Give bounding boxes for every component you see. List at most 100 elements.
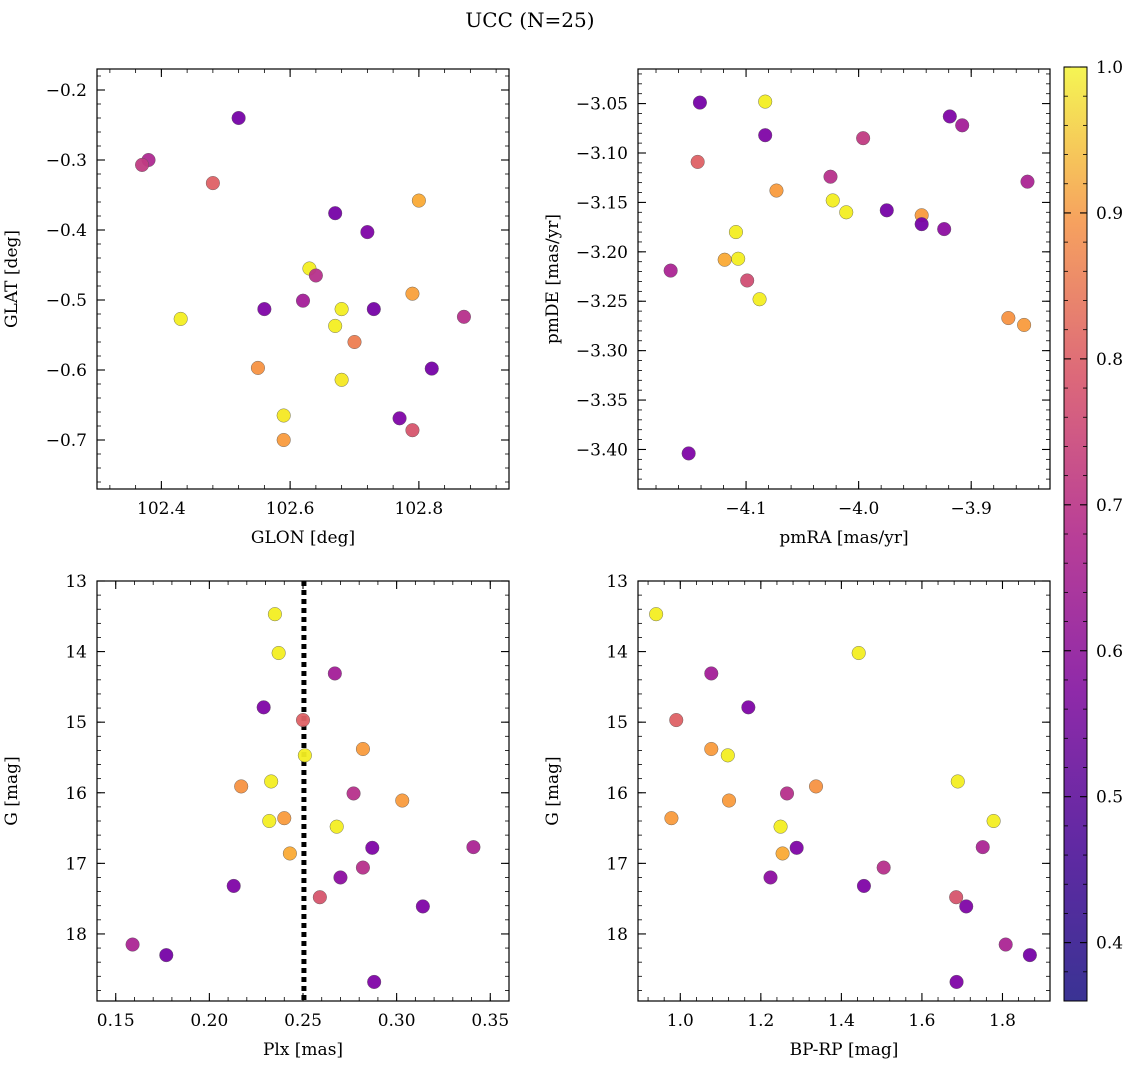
data-point xyxy=(405,286,420,301)
data-point xyxy=(264,774,279,789)
data-point xyxy=(1001,311,1016,326)
data-point xyxy=(763,870,778,885)
data-point xyxy=(125,937,140,952)
data-point xyxy=(226,878,241,893)
data-point xyxy=(664,811,679,826)
data-point xyxy=(809,779,824,794)
y-tick-label: 16 xyxy=(65,784,87,804)
data-point xyxy=(856,878,871,893)
y-tick-label: −3.40 xyxy=(576,440,628,460)
data-point xyxy=(722,793,737,808)
colorbar-tick-label: 1.0 xyxy=(1096,58,1123,78)
data-point xyxy=(839,205,854,220)
data-point xyxy=(998,937,1013,952)
data-point xyxy=(262,814,277,829)
data-point xyxy=(256,700,271,715)
y-tick-label: −0.3 xyxy=(46,151,87,171)
y-tick-label: 18 xyxy=(606,925,628,945)
data-point xyxy=(267,607,282,622)
data-point xyxy=(949,890,964,905)
data-point xyxy=(942,109,957,124)
x-tick-label: 1.0 xyxy=(667,1011,694,1031)
data-point xyxy=(135,157,150,172)
data-point xyxy=(271,646,286,661)
y-axis-label: G [mag] xyxy=(543,756,563,825)
y-tick-label: 16 xyxy=(606,784,628,804)
data-point xyxy=(741,700,756,715)
x-tick-label: 102.8 xyxy=(395,499,444,519)
data-point xyxy=(360,225,375,240)
x-axis-label: pmRA [mas/yr] xyxy=(779,528,908,548)
data-point xyxy=(329,819,344,834)
y-tick-label: −0.5 xyxy=(46,291,87,311)
x-tick-label: 0.20 xyxy=(190,1011,228,1031)
y-tick-label: −3.35 xyxy=(576,391,628,411)
panel-pmra-pmde: −4.1 −4.0 −3.9 −3.40 −3.35 −3.30 −3.25 −3.20 −3.… xyxy=(543,68,1051,548)
y-axis-label: pmDE [mas/yr] xyxy=(543,214,563,344)
data-point xyxy=(346,786,361,801)
data-point xyxy=(296,293,311,308)
data-point xyxy=(297,748,312,763)
y-tick-label: 17 xyxy=(65,854,87,874)
y-tick-label: −3.25 xyxy=(576,292,628,312)
y-tick-label: 14 xyxy=(65,643,87,663)
data-point xyxy=(986,814,1001,829)
y-tick-label: −3.10 xyxy=(576,144,628,164)
data-point xyxy=(308,268,323,283)
data-point xyxy=(250,360,265,375)
y-tick-label: 13 xyxy=(606,572,628,592)
x-tick-label: 0.25 xyxy=(284,1011,322,1031)
data-point xyxy=(728,225,743,240)
x-tick-label: −3.9 xyxy=(951,499,992,519)
data-point xyxy=(405,423,420,438)
x-tick-label: 0.35 xyxy=(471,1011,509,1031)
data-point xyxy=(663,263,678,278)
data-point xyxy=(690,154,705,169)
data-point xyxy=(914,217,929,232)
x-axis-label: BP-RP [mag] xyxy=(790,1040,899,1060)
y-tick-label: 14 xyxy=(606,643,628,663)
data-point xyxy=(851,646,866,661)
data-point xyxy=(825,193,840,208)
plot-frame xyxy=(637,580,1051,1002)
data-point xyxy=(856,131,871,146)
data-point xyxy=(740,273,755,288)
y-tick-label: 13 xyxy=(65,572,87,592)
y-tick-label: −3.20 xyxy=(576,243,628,263)
data-point xyxy=(1017,317,1032,332)
x-axis-label: Plx [mas] xyxy=(263,1040,343,1060)
panel-bprp-g: 1.0 1.2 1.4 1.6 1.8 13 14 15 16 17 18 BP-RP [mag] G … xyxy=(543,572,1051,1060)
data-point xyxy=(333,870,348,885)
x-tick-label: −4.0 xyxy=(838,499,879,519)
data-point xyxy=(334,302,349,317)
data-point xyxy=(879,203,894,218)
data-point xyxy=(823,169,838,184)
y-tick-label: −3.15 xyxy=(576,193,628,213)
data-point xyxy=(347,335,362,350)
x-tick-label: 0.30 xyxy=(378,1011,416,1031)
data-point xyxy=(365,840,380,855)
y-tick-label: −0.2 xyxy=(46,81,87,101)
data-point xyxy=(758,128,773,143)
data-point xyxy=(355,742,370,757)
y-tick-label: −3.05 xyxy=(576,95,628,115)
panel-plx-g: 0.15 0.20 0.25 0.30 0.35 13 14 15 16 17 18 Plx [mas… xyxy=(2,572,510,1060)
y-tick-label: 15 xyxy=(65,713,87,733)
data-point xyxy=(769,183,784,198)
data-point xyxy=(366,302,381,317)
data-point xyxy=(415,899,430,914)
data-point xyxy=(975,840,990,855)
colorbar-tick-label: 0.6 xyxy=(1096,642,1123,662)
data-point xyxy=(1020,174,1035,189)
data-point xyxy=(173,311,188,326)
data-point xyxy=(758,94,773,109)
data-point xyxy=(466,840,481,855)
x-tick-label: 102.6 xyxy=(266,499,315,519)
data-point xyxy=(456,309,471,324)
data-point xyxy=(367,974,382,989)
data-point xyxy=(780,786,795,801)
y-tick-label: 17 xyxy=(606,854,628,874)
data-point xyxy=(704,666,719,681)
colorbar-tick-label: 0.9 xyxy=(1096,204,1123,224)
data-point xyxy=(277,811,292,826)
